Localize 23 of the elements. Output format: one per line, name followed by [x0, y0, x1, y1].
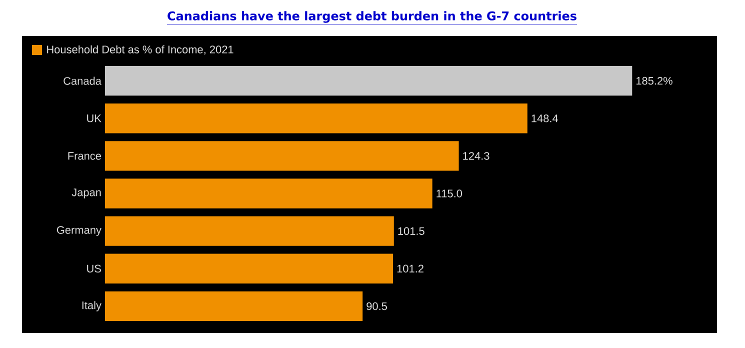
y-tick-label: US	[87, 264, 101, 273]
data-label: 90.5	[366, 302, 387, 310]
data-label: 115.0	[436, 190, 462, 198]
data-label: 185.2%	[636, 76, 672, 85]
data-label: 101.2	[397, 264, 424, 273]
bar	[105, 254, 394, 284]
y-tick-label: Canada	[64, 76, 102, 85]
bar	[105, 141, 459, 171]
y-tick-label: Germany	[56, 226, 102, 236]
legend-label: Household Debt as % of Income, 2021	[47, 45, 234, 55]
data-label: 124.3	[463, 152, 490, 160]
bar	[105, 291, 363, 322]
y-tick-label: UK	[87, 114, 102, 122]
bar	[105, 216, 394, 246]
chart-title: Canadians have the largest debt burden in the G-7 countries	[168, 11, 576, 23]
y-tick-label: Japan	[72, 188, 101, 198]
bar	[105, 178, 432, 208]
data-label: 148.4	[532, 114, 558, 122]
bar	[105, 66, 632, 96]
y-tick-label: France	[68, 152, 101, 160]
data-label: 101.5	[398, 227, 424, 235]
y-tick-label: Italy	[82, 301, 102, 312]
bar	[105, 104, 528, 134]
